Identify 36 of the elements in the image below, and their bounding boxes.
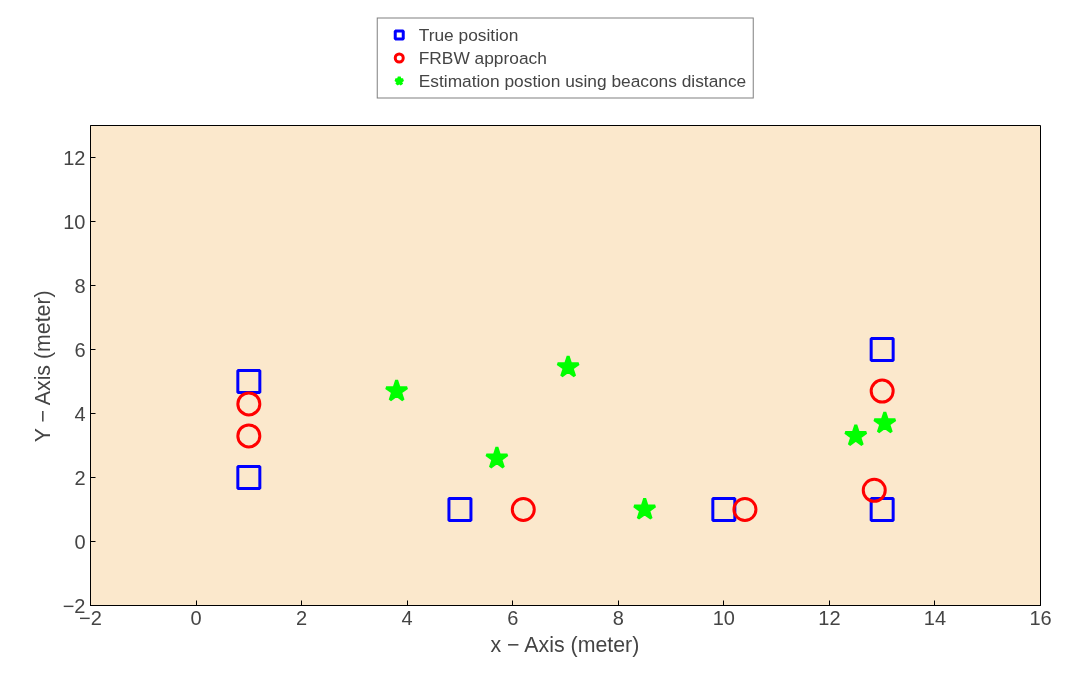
x-tick-label: 0 xyxy=(190,606,202,629)
point xyxy=(447,497,473,522)
point xyxy=(632,497,657,520)
point xyxy=(236,465,262,490)
y-tick-label: 2 xyxy=(74,466,86,489)
y-tick-label: 4 xyxy=(74,402,86,425)
x-tick-label: 6 xyxy=(507,606,519,629)
point xyxy=(484,445,509,469)
point xyxy=(732,497,758,522)
x-tick-label: 16 xyxy=(1029,606,1052,629)
y-axis-title: Y − Axis (meter) xyxy=(30,290,55,443)
legend-label: FRBW approach xyxy=(418,47,547,68)
y-tick-label: 10 xyxy=(63,210,86,233)
x-tick-label: 2 xyxy=(296,606,308,629)
x-tick-label: 4 xyxy=(401,606,413,629)
legend-label: True position xyxy=(418,24,519,45)
legend-label: Estimation postion using beacons distance xyxy=(418,70,747,91)
point xyxy=(872,410,897,434)
y-tick-label: 0 xyxy=(74,530,86,553)
point xyxy=(510,497,536,522)
point xyxy=(384,378,409,402)
x-tick-label: 10 xyxy=(712,606,735,629)
y-tick-label: 8 xyxy=(74,274,86,297)
point xyxy=(236,391,262,417)
x-tick-label: 12 xyxy=(818,606,841,629)
point xyxy=(236,423,262,449)
point xyxy=(861,477,887,503)
point xyxy=(869,378,895,404)
point xyxy=(869,337,895,362)
point xyxy=(556,354,581,378)
y-tick-label: 6 xyxy=(74,338,86,361)
x-tick-label: 14 xyxy=(923,606,947,629)
y-tick-label: 12 xyxy=(63,146,86,169)
point xyxy=(843,423,868,447)
x-tick-label: 8 xyxy=(612,606,624,629)
x-axis-title: x − Axis (meter) xyxy=(490,632,640,657)
